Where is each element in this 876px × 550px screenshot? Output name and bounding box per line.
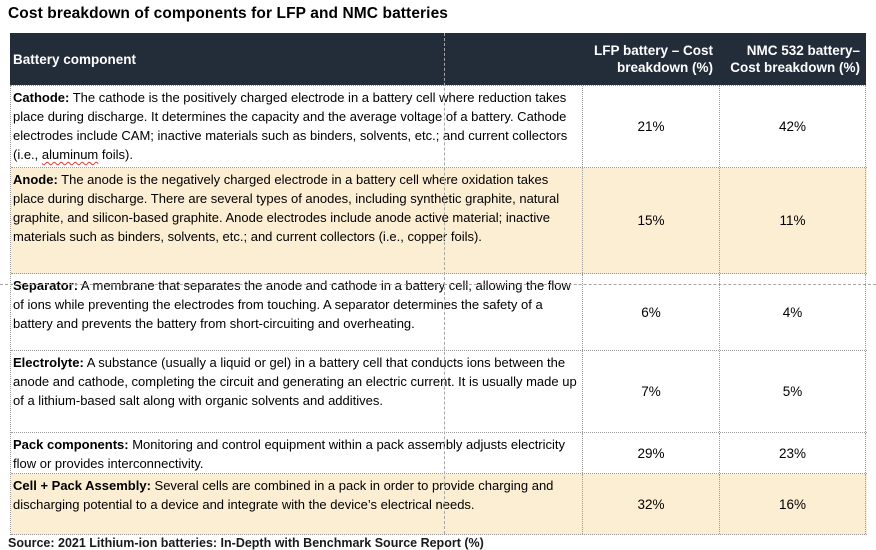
- description-text: The anode is the negatively charged elec…: [13, 172, 560, 244]
- component-description: A substance (usually a liquid or gel) in…: [13, 355, 577, 408]
- component-name: Separator:: [13, 278, 79, 293]
- table-header-row: Battery component LFP battery – Cost bre…: [10, 33, 866, 85]
- table-row: Anode: The anode is the negatively charg…: [11, 168, 867, 274]
- component-cell: Pack components: Monitoring and control …: [11, 433, 583, 473]
- component-cell: Separator: A membrane that separates the…: [11, 274, 583, 350]
- nmc-value: 16%: [720, 474, 866, 534]
- component-name: Anode:: [13, 172, 58, 187]
- lfp-value: 32%: [583, 474, 720, 534]
- nmc-value: 4%: [720, 274, 866, 350]
- table-row: Separator: A membrane that separates the…: [11, 274, 867, 351]
- component-name: Cell + Pack Assembly:: [13, 478, 151, 493]
- description-text: Several cells are combined in a pack in …: [13, 478, 554, 512]
- component-cell: Anode: The anode is the negatively charg…: [11, 168, 583, 273]
- table-row: Cell + Pack Assembly: Several cells are …: [11, 474, 867, 535]
- lfp-value: 21%: [583, 86, 720, 167]
- nmc-value: 42%: [720, 86, 866, 167]
- component-description: Monitoring and control equipment within …: [13, 437, 565, 471]
- component-description: The anode is the negatively charged elec…: [13, 172, 559, 244]
- description-text: The cathode is the positively charged el…: [13, 90, 568, 162]
- header-battery-component: Battery component: [13, 51, 137, 67]
- nmc-value: 5%: [720, 351, 866, 432]
- table-row: Electrolyte: A substance (usually a liqu…: [11, 351, 867, 433]
- nmc-value: 23%: [720, 433, 866, 473]
- lfp-value: 7%: [583, 351, 720, 432]
- table-row: Pack components: Monitoring and control …: [11, 433, 867, 474]
- misspelled-word: aluminum: [41, 147, 99, 162]
- table-body: Cathode: The cathode is the positively c…: [10, 85, 867, 535]
- description-text: Monitoring and control equipment within …: [13, 437, 566, 471]
- lfp-value: 6%: [583, 274, 720, 350]
- lfp-value: 15%: [583, 168, 720, 273]
- component-name: Cathode:: [13, 90, 70, 105]
- description-text: A membrane that separates the anode and …: [13, 278, 571, 331]
- component-cell: Electrolyte: A substance (usually a liqu…: [11, 351, 583, 432]
- nmc-value: 11%: [720, 168, 866, 273]
- source-note: Source: 2021 Lithium-ion batteries: In-D…: [8, 536, 484, 550]
- table-row: Cathode: The cathode is the positively c…: [11, 86, 867, 168]
- component-name: Electrolyte:: [13, 355, 84, 370]
- description-text: foils).: [98, 147, 133, 162]
- lfp-value: 29%: [583, 433, 720, 473]
- component-description: The cathode is the positively charged el…: [13, 90, 567, 162]
- component-description: Several cells are combined in a pack in …: [13, 478, 553, 512]
- component-cell: Cathode: The cathode is the positively c…: [11, 86, 583, 167]
- component-cell: Cell + Pack Assembly: Several cells are …: [11, 474, 583, 534]
- header-nmc-cost-breakdown: NMC 532 battery– Cost breakdown (%): [730, 43, 860, 75]
- header-lfp-cost-breakdown: LFP battery – Cost breakdown (%): [593, 43, 713, 75]
- page-title: Cost breakdown of components for LFP and…: [8, 5, 449, 22]
- description-text: A substance (usually a liquid or gel) in…: [13, 355, 577, 408]
- component-description: A membrane that separates the anode and …: [13, 278, 571, 331]
- cost-breakdown-table: Battery component LFP battery – Cost bre…: [10, 33, 867, 535]
- component-name: Pack components:: [13, 437, 129, 452]
